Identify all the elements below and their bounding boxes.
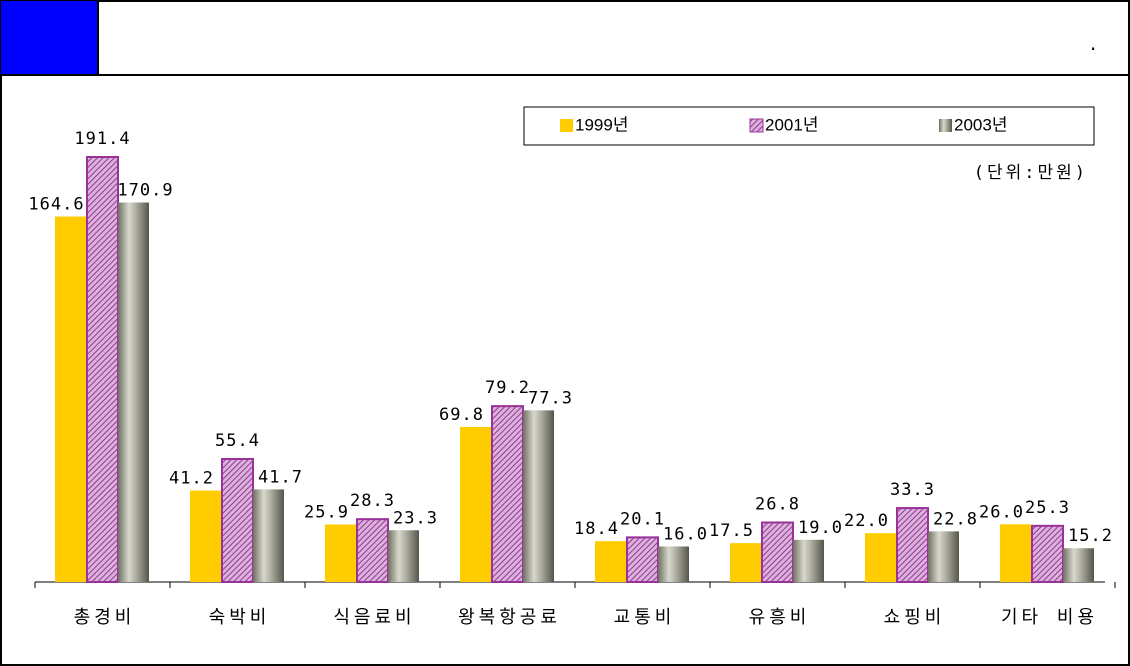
value-label: 41.2 — [169, 469, 214, 489]
value-label: 26.8 — [755, 494, 800, 514]
value-label: 26.0 — [979, 502, 1024, 522]
unit-label: (단위:만원) — [974, 163, 1088, 183]
legend-label: 1999년 — [575, 115, 628, 134]
bar — [190, 490, 221, 582]
value-label: 79.2 — [485, 378, 530, 398]
x-tick-label: 왕복항공료 — [458, 607, 561, 628]
legend-label: 2003년 — [954, 115, 1007, 134]
value-label: 55.4 — [215, 431, 260, 451]
bar — [896, 507, 929, 583]
bar — [658, 546, 689, 582]
legend-label: 2001년 — [765, 115, 818, 134]
value-label: 25.9 — [304, 502, 349, 522]
bar — [928, 531, 959, 582]
value-label: 17.5 — [709, 521, 754, 541]
value-label: 20.1 — [620, 509, 665, 529]
x-tick-label: 유흥비 — [749, 607, 811, 628]
value-label: 33.3 — [890, 480, 935, 500]
bar — [595, 541, 626, 582]
x-tick-label: 총경비 — [74, 607, 136, 628]
bar — [388, 530, 419, 582]
bar — [356, 518, 389, 584]
x-tick-label: 쇼핑비 — [884, 607, 946, 628]
x-tick-label: 기타 비용 — [1001, 607, 1098, 628]
bar — [491, 405, 524, 584]
value-label: 22.8 — [933, 509, 978, 529]
value-label: 18.4 — [574, 519, 619, 539]
bar — [761, 521, 794, 583]
value-label: 19.0 — [798, 518, 843, 538]
bar — [865, 533, 896, 582]
header-block — [1, 1, 98, 75]
legend-swatch — [560, 119, 573, 132]
value-label: 15.2 — [1068, 526, 1113, 546]
bar — [626, 536, 659, 584]
legend-swatch — [749, 118, 764, 133]
value-label: 28.3 — [350, 491, 395, 511]
value-label: 77.3 — [528, 388, 573, 408]
bar — [793, 539, 824, 582]
bar — [325, 524, 356, 582]
x-tick-label: 식음료비 — [333, 607, 415, 628]
value-label: 23.3 — [393, 508, 438, 528]
value-label: 41.7 — [258, 467, 303, 487]
legend-box — [523, 106, 1095, 146]
header-text: . — [1088, 35, 1098, 55]
bar — [460, 427, 491, 582]
x-tick-label: 숙박비 — [209, 607, 271, 628]
bar — [55, 216, 86, 582]
bar — [86, 156, 119, 583]
bar — [523, 410, 554, 582]
value-label: 164.6 — [28, 195, 84, 215]
x-tick-label: 교통비 — [614, 607, 676, 628]
bar — [118, 202, 149, 583]
bar — [1000, 524, 1031, 582]
value-label: 16.0 — [663, 524, 708, 544]
bar — [730, 543, 761, 582]
value-label: 22.0 — [844, 511, 889, 531]
value-label: 25.3 — [1025, 498, 1070, 518]
bar — [253, 489, 284, 582]
value-label: 191.4 — [74, 129, 130, 149]
bar — [1063, 548, 1094, 582]
bar — [1031, 524, 1064, 583]
value-label: 69.8 — [439, 405, 484, 425]
legend-swatch — [939, 119, 952, 132]
value-label: 170.9 — [117, 181, 173, 201]
bar — [221, 457, 254, 584]
